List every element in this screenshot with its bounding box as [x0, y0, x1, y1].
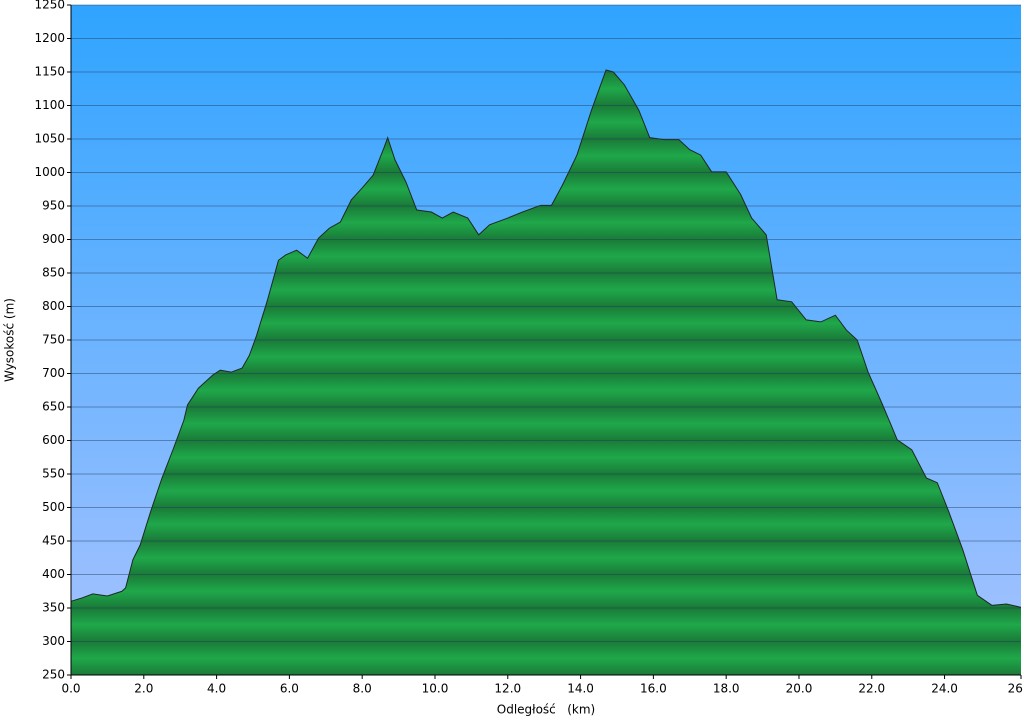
- x-tick-label: 10.0: [422, 682, 449, 696]
- y-axis-label: Wysokość (m): [3, 298, 17, 382]
- y-tick-label: 600: [42, 433, 65, 447]
- x-tick-label: 4.0: [207, 682, 226, 696]
- x-tick-label: 0.0: [61, 682, 80, 696]
- y-tick-label: 300: [42, 634, 65, 648]
- y-tick-label: 250: [42, 668, 65, 682]
- y-tick-label: 450: [42, 534, 65, 548]
- x-axis-label: Odległość (km): [497, 703, 595, 717]
- y-tick-label: 700: [42, 366, 65, 380]
- y-tick-label: 850: [42, 266, 65, 280]
- elevation-area: [71, 69, 1021, 676]
- x-tick-label: 18.0: [713, 682, 740, 696]
- y-tick-label: 650: [42, 400, 65, 414]
- x-tick-label: 14.0: [567, 682, 594, 696]
- y-tick-label: 1000: [34, 165, 65, 179]
- y-tick-label: 350: [42, 601, 65, 615]
- y-tick-label: 1100: [34, 98, 65, 112]
- y-tick-label: 1200: [34, 31, 65, 45]
- y-tick-label: 900: [42, 232, 65, 246]
- y-tick-label: 800: [42, 299, 65, 313]
- y-tick-label: 1150: [34, 65, 65, 79]
- x-tick-label: 16.0: [640, 682, 667, 696]
- elevation-line: [70, 69, 1022, 608]
- x-tick-label: 22.0: [858, 682, 885, 696]
- y-tick-label: 400: [42, 567, 65, 581]
- y-tick-label: 1250: [34, 0, 65, 12]
- x-tick-label: 2.0: [134, 682, 153, 696]
- x-tick-label: 12.0: [494, 682, 521, 696]
- y-tick-label: 950: [42, 199, 65, 213]
- x-tick-label: 26.1: [1008, 682, 1024, 696]
- x-tick-label: 24.0: [931, 682, 958, 696]
- y-tick-label: 750: [42, 333, 65, 347]
- y-tick-label: 500: [42, 500, 65, 514]
- y-tick-label: 1050: [34, 132, 65, 146]
- x-tick-label: 6.0: [280, 682, 299, 696]
- x-tick-label: 8.0: [353, 682, 372, 696]
- x-tick-label: 20.0: [786, 682, 813, 696]
- y-tick-label: 550: [42, 467, 65, 481]
